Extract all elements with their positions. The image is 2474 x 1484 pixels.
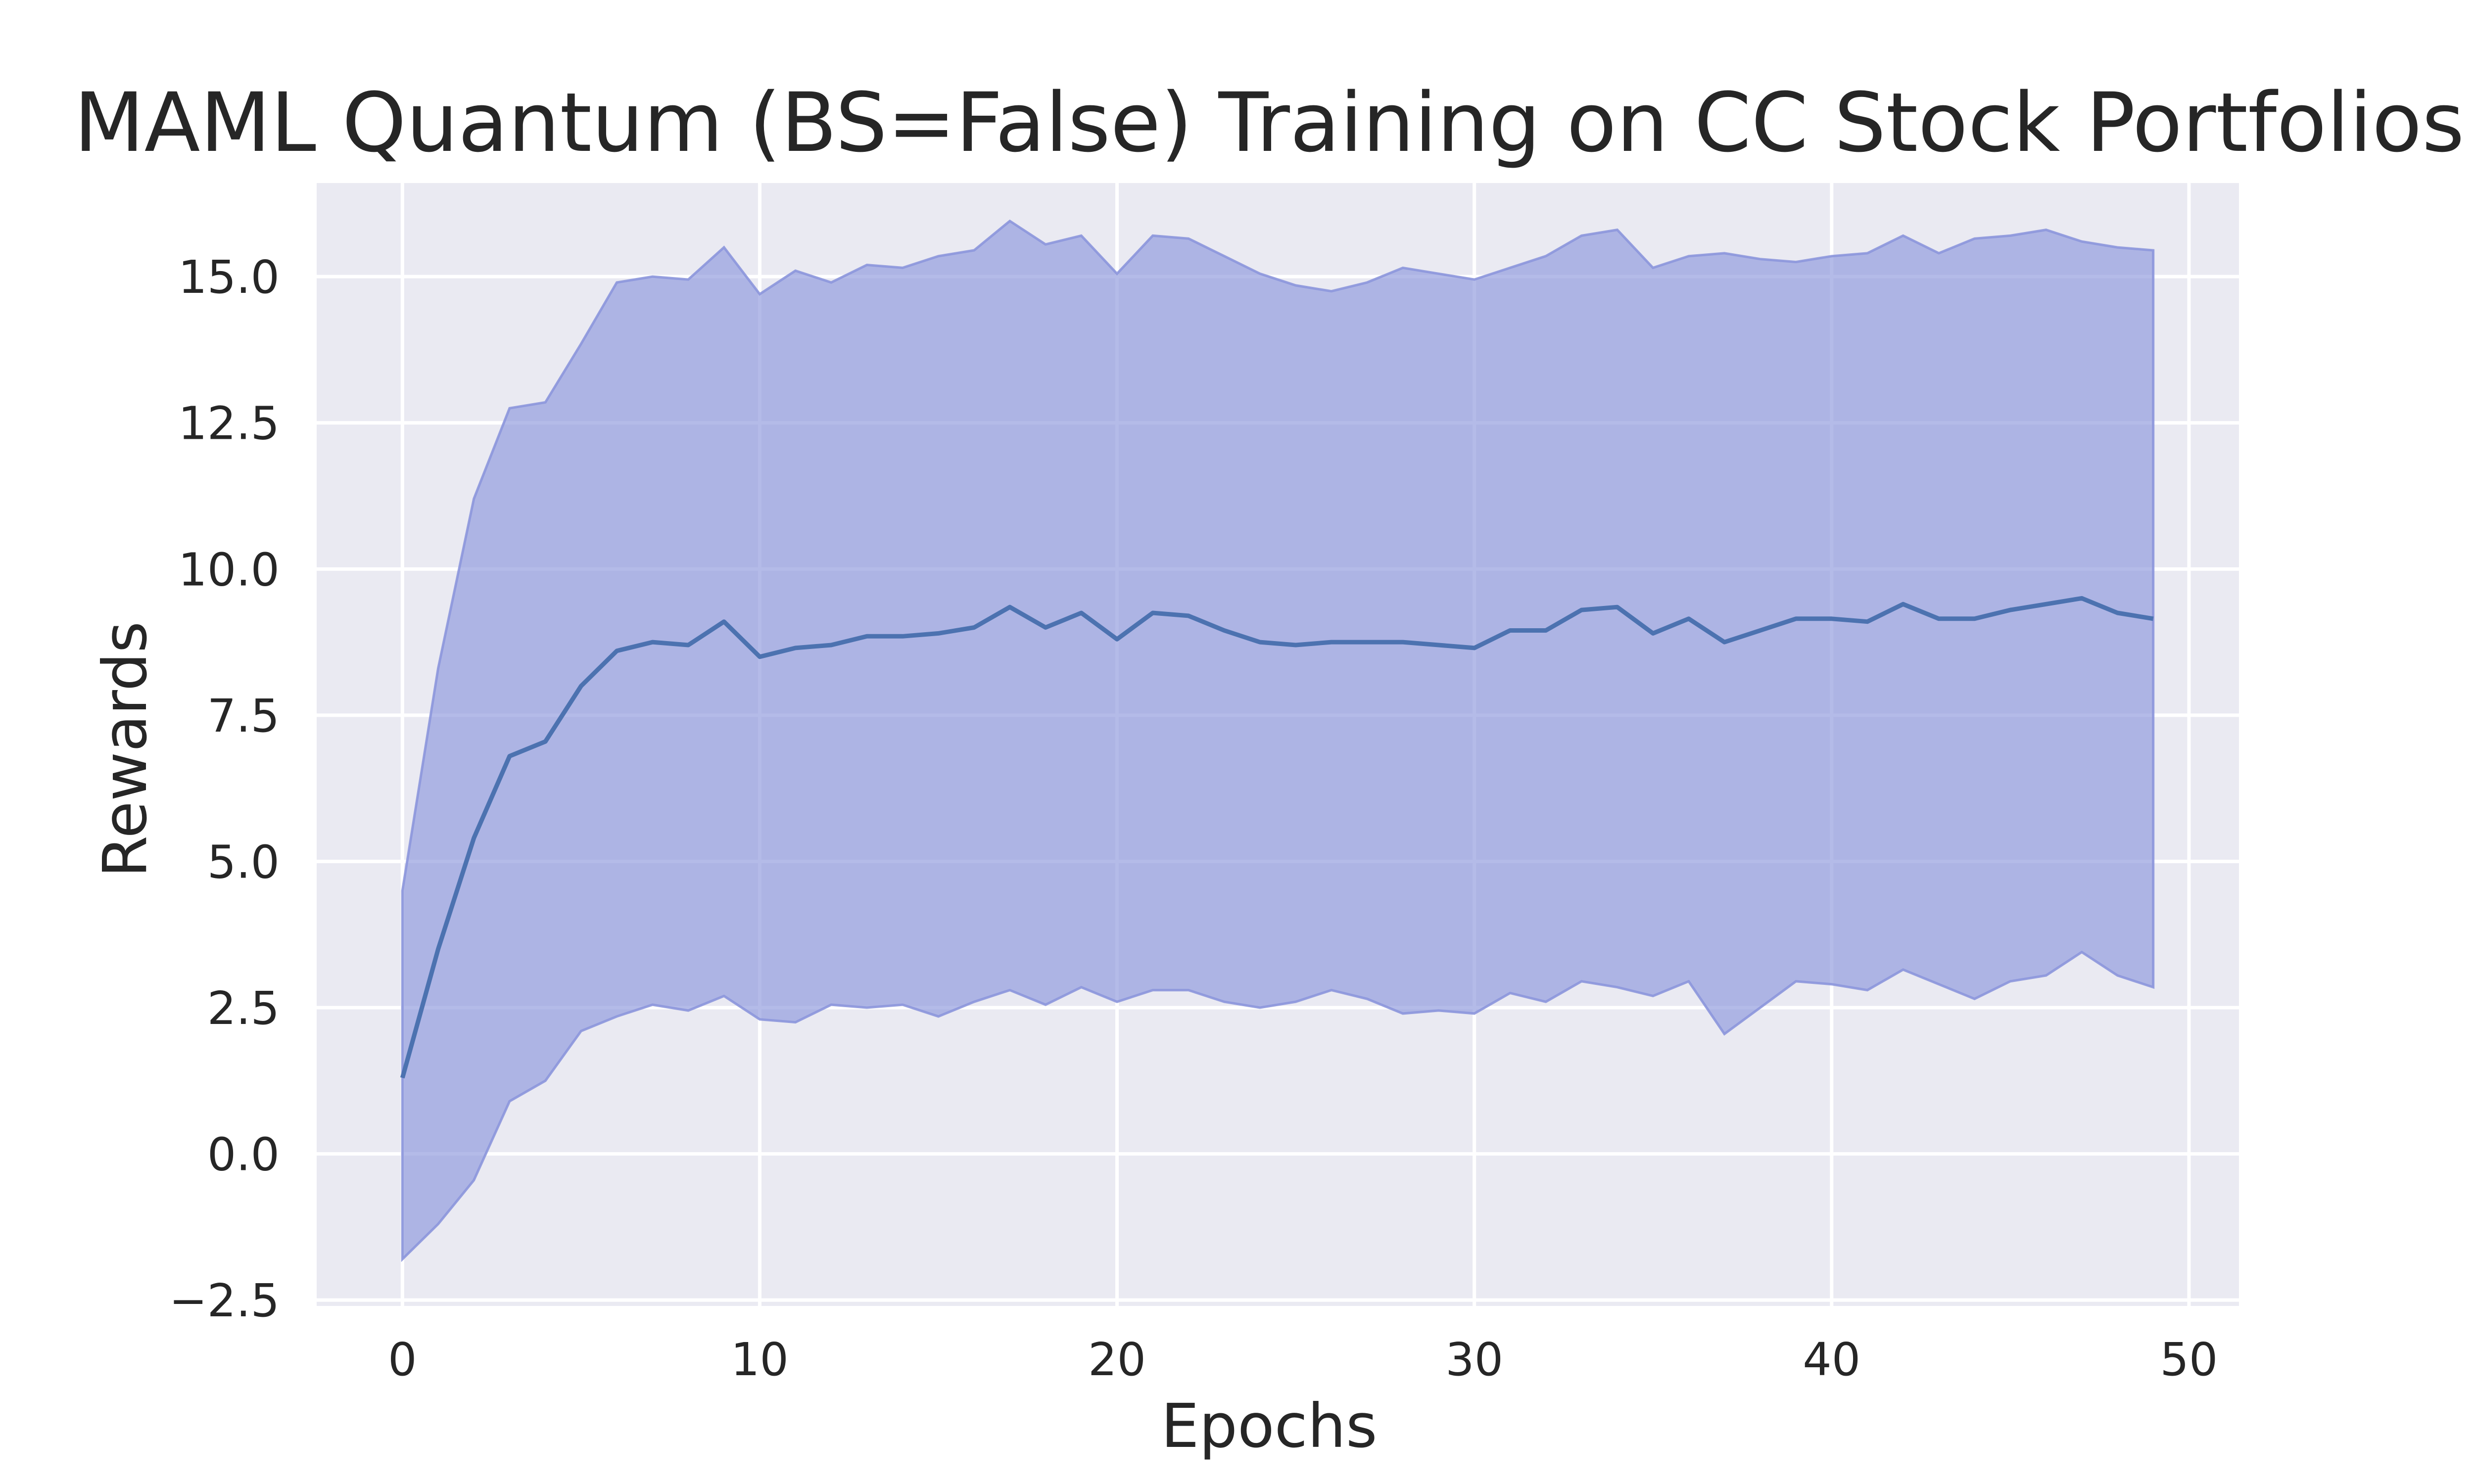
x-tick-label: 30 [1445,1333,1503,1386]
x-axis-ticks: 0 10 20 30 40 50 [388,1333,2218,1386]
y-tick-label: 15.0 [178,251,280,304]
chart-title: MAML Quantum (BS=False) Training on CC S… [74,75,2464,170]
x-axis-label: Epochs [1161,1391,1377,1461]
x-tick-label: 40 [1803,1333,1860,1386]
x-tick-label: 10 [731,1333,789,1386]
y-axis-ticks: −2.5 0.0 2.5 5.0 7.5 10.0 12.5 15.0 [169,251,280,1327]
y-tick-label: 7.5 [207,690,280,742]
x-tick-label: 50 [2160,1333,2218,1386]
mean-reward-line [400,596,2154,1079]
y-tick-label: 12.5 [178,397,280,450]
x-tick-label: 0 [388,1333,417,1386]
x-tick-label: 20 [1088,1333,1146,1386]
y-tick-label: 10.0 [178,543,280,596]
y-tick-label: 5.0 [207,835,280,888]
y-tick-label: 2.5 [207,982,280,1035]
reward-range-band [401,219,2155,1262]
y-tick-label: 0.0 [207,1128,280,1181]
y-axis-label: Rewards [90,621,160,878]
y-tick-label: −2.5 [169,1274,280,1327]
